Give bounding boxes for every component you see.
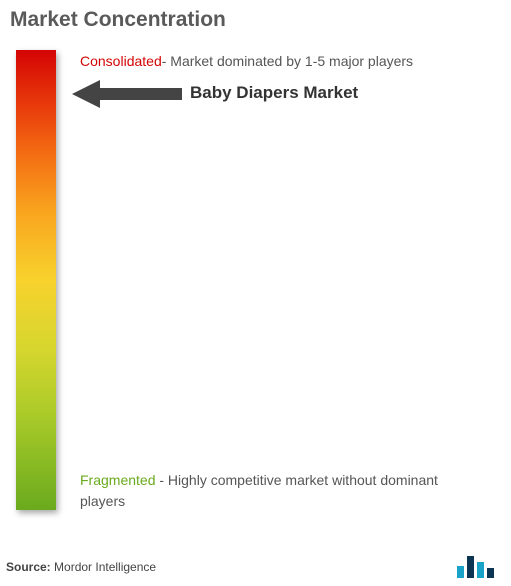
page-title: Market Concentration [10,8,226,32]
fragmented-label: Fragmented - Highly competitive market w… [80,470,480,512]
consolidated-label: Consolidated- Market dominated by 1-5 ma… [80,52,413,70]
fragmented-keyword: Fragmented [80,472,155,488]
source-label: Source: [6,560,51,574]
source-value: Mordor Intelligence [51,560,156,574]
concentration-gradient-bar [16,50,56,510]
consolidated-keyword: Consolidated [80,53,162,69]
marker-label: Baby Diapers Market [190,83,358,103]
marker-arrow-icon [72,80,182,108]
consolidated-desc: - Market dominated by 1-5 major players [162,53,413,69]
mordor-logo-icon [455,554,497,578]
source-attribution: Source: Mordor Intelligence [6,560,156,574]
